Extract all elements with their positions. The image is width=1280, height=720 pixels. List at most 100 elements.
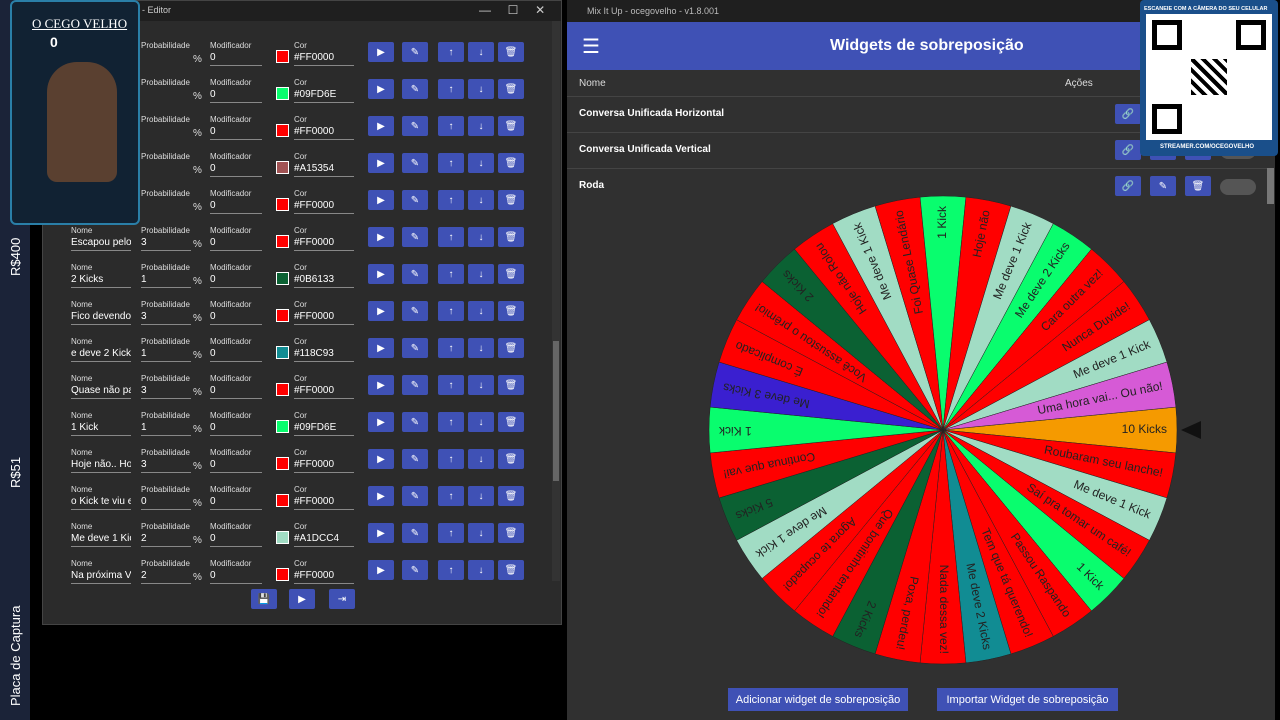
row-button[interactable]: ▶ [368, 560, 394, 580]
color-field[interactable]: #FF0000 [294, 496, 354, 510]
run-button[interactable]: ▶ [289, 589, 315, 609]
color-field[interactable]: #09FD6E [294, 89, 354, 103]
row-button[interactable]: ↓ [468, 412, 494, 432]
row-button[interactable]: 🗑 [498, 412, 524, 432]
row-button[interactable]: ✎ [402, 486, 428, 506]
row-button[interactable]: ▶ [368, 449, 394, 469]
save-button[interactable]: 💾 [251, 589, 277, 609]
row-button[interactable]: ↓ [468, 449, 494, 469]
row-button[interactable]: ↓ [468, 486, 494, 506]
row-button[interactable]: ✎ [402, 301, 428, 321]
color-swatch[interactable] [276, 309, 289, 322]
row-button[interactable]: ✎ [402, 412, 428, 432]
row-button[interactable]: ▶ [368, 301, 394, 321]
row-button[interactable]: ✎ [402, 449, 428, 469]
row-button[interactable]: ↑ [438, 301, 464, 321]
modifier-field[interactable]: 0 [210, 163, 262, 177]
modifier-field[interactable]: 0 [210, 348, 262, 362]
row-button[interactable]: 🗑 [498, 338, 524, 358]
scrollbar[interactable] [1267, 168, 1274, 204]
row-button[interactable]: ▶ [368, 264, 394, 284]
export-button[interactable]: ⇥ [329, 589, 355, 609]
row-button[interactable]: ↓ [468, 375, 494, 395]
probability-field[interactable]: 3 [141, 237, 191, 251]
color-swatch[interactable] [276, 457, 289, 470]
color-swatch[interactable] [276, 198, 289, 211]
color-swatch[interactable] [276, 346, 289, 359]
name-field[interactable]: Me deve 1 Kic [71, 533, 131, 547]
row-button[interactable]: ✎ [402, 560, 428, 580]
row-button[interactable]: ✎ [402, 338, 428, 358]
color-swatch[interactable] [276, 87, 289, 100]
modifier-field[interactable]: 0 [210, 52, 262, 66]
modifier-field[interactable]: 0 [210, 570, 262, 584]
row-button[interactable]: ✎ [402, 523, 428, 543]
widget-button[interactable]: 🔗 [1115, 140, 1141, 160]
color-field[interactable]: #FF0000 [294, 237, 354, 251]
row-button[interactable]: 🗑 [498, 375, 524, 395]
row-button[interactable]: ↑ [438, 412, 464, 432]
row-button[interactable]: ↑ [438, 264, 464, 284]
probability-field[interactable]: 1 [141, 422, 191, 436]
probability-field[interactable]: 3 [141, 459, 191, 473]
name-field[interactable]: e deve 2 Kicks [71, 348, 131, 362]
row-button[interactable]: ↑ [438, 42, 464, 62]
row-button[interactable]: ✎ [402, 42, 428, 62]
probability-field[interactable]: 2 [141, 533, 191, 547]
probability-field[interactable]: 3 [141, 311, 191, 325]
scroll-thumb[interactable] [553, 341, 559, 481]
color-field[interactable]: #FF0000 [294, 126, 354, 140]
color-field[interactable]: #FF0000 [294, 52, 354, 66]
color-swatch[interactable] [276, 420, 289, 433]
row-button[interactable]: ↑ [438, 523, 464, 543]
color-field[interactable]: #FF0000 [294, 385, 354, 399]
row-button[interactable]: ↓ [468, 42, 494, 62]
row-button[interactable]: ↓ [468, 153, 494, 173]
color-field[interactable]: #09FD6E [294, 422, 354, 436]
widget-button[interactable]: 🔗 [1115, 176, 1141, 196]
row-button[interactable]: ▶ [368, 338, 394, 358]
color-swatch[interactable] [276, 531, 289, 544]
menu-button[interactable]: ☰ [582, 36, 600, 58]
row-button[interactable]: ▶ [368, 190, 394, 210]
row-button[interactable]: 🗑 [498, 190, 524, 210]
row-button[interactable]: ▶ [368, 375, 394, 395]
row-button[interactable]: ↑ [438, 190, 464, 210]
color-swatch[interactable] [276, 383, 289, 396]
widget-button[interactable]: 🔗 [1115, 104, 1141, 124]
color-swatch[interactable] [276, 272, 289, 285]
modifier-field[interactable]: 0 [210, 274, 262, 288]
row-button[interactable]: ▶ [368, 412, 394, 432]
row-button[interactable]: ▶ [368, 486, 394, 506]
row-button[interactable]: ↑ [438, 338, 464, 358]
name-field[interactable]: Fico devendo [71, 311, 131, 325]
name-field[interactable]: Na próxima V [71, 570, 131, 584]
row-button[interactable]: ↑ [438, 375, 464, 395]
row-button[interactable]: 🗑 [498, 523, 524, 543]
color-field[interactable]: #A1DCC4 [294, 533, 354, 547]
scrollbar[interactable] [552, 21, 560, 581]
modifier-field[interactable]: 0 [210, 533, 262, 547]
row-button[interactable]: ✎ [402, 153, 428, 173]
toggle[interactable] [1220, 179, 1256, 195]
row-button[interactable]: ↓ [468, 523, 494, 543]
row-button[interactable]: ↑ [438, 153, 464, 173]
row-button[interactable]: ▶ [368, 523, 394, 543]
row-button[interactable]: ▶ [368, 42, 394, 62]
color-swatch[interactable] [276, 235, 289, 248]
row-button[interactable]: ↓ [468, 227, 494, 247]
name-field[interactable]: Quase não pa [71, 385, 131, 399]
row-button[interactable]: ↓ [468, 301, 494, 321]
row-button[interactable]: 🗑 [498, 486, 524, 506]
color-field[interactable]: #FF0000 [294, 200, 354, 214]
probability-field[interactable]: 0 [141, 496, 191, 510]
row-button[interactable]: 🗑 [498, 449, 524, 469]
row-button[interactable]: 🗑 [498, 560, 524, 580]
color-field[interactable]: #118C93 [294, 348, 354, 362]
row-button[interactable]: 🗑 [498, 301, 524, 321]
row-button[interactable]: 🗑 [498, 116, 524, 136]
probability-field[interactable]: 1 [141, 274, 191, 288]
probability-field[interactable]: 3 [141, 385, 191, 399]
color-field[interactable]: #0B6133 [294, 274, 354, 288]
row-button[interactable]: ▶ [368, 153, 394, 173]
